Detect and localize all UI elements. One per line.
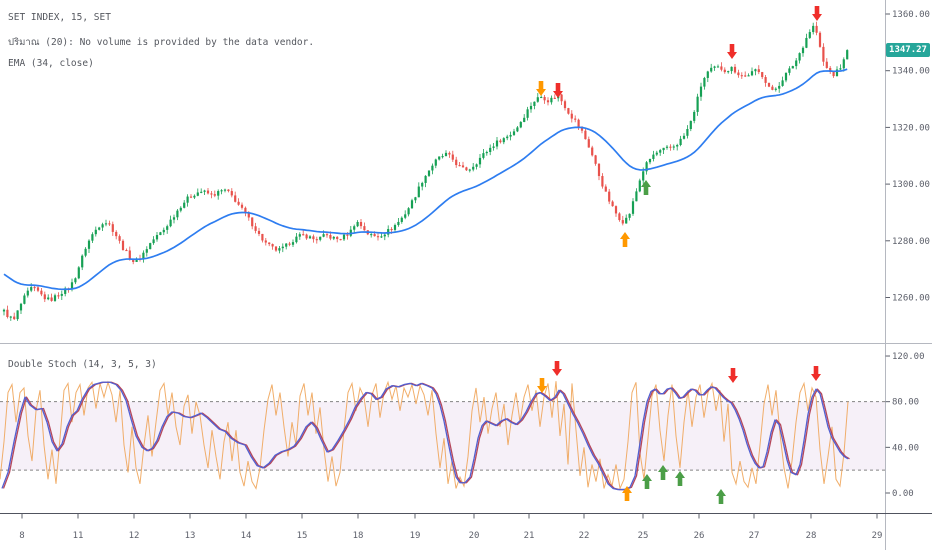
svg-text:13: 13 [185,531,196,541]
svg-text:120.00: 120.00 [892,352,925,362]
stoch-indicator-label[interactable]: Double Stoch (14, 3, 5, 3) [8,359,157,370]
svg-text:1300.00: 1300.00 [892,180,930,190]
svg-text:25: 25 [638,531,649,541]
svg-text:12: 12 [129,531,140,541]
svg-text:11: 11 [73,531,84,541]
svg-text:1280.00: 1280.00 [892,237,930,247]
symbol-title[interactable]: SET INDEX, 15, SET [8,12,111,23]
svg-text:8: 8 [19,531,24,541]
price-axis[interactable] [886,0,932,513]
time-axis[interactable] [0,514,885,550]
svg-text:1360.00: 1360.00 [892,10,930,20]
last-price-badge: 1347.27 [886,43,930,58]
svg-text:80.00: 80.00 [892,398,919,408]
svg-text:14: 14 [241,531,252,541]
svg-text:18: 18 [353,531,364,541]
svg-text:20: 20 [469,531,480,541]
svg-text:1260.00: 1260.00 [892,294,930,304]
fast-stoch-line [0,380,849,491]
svg-text:21: 21 [524,531,535,541]
ema-line [3,68,848,291]
candlesticks [2,21,849,321]
slow-stoch-lines [1,381,850,491]
svg-text:1320.00: 1320.00 [892,123,930,133]
svg-text:26: 26 [694,531,705,541]
signal-arrows [536,6,822,504]
price-axis-labels: 1360.00 1340.00 1320.00 1300.00 1280.00 1260.… [885,10,930,499]
ema-indicator-label[interactable]: EMA (34, close) [8,58,94,69]
svg-text:29: 29 [872,531,883,541]
volume-indicator-note: ปริมาณ (20): No volume is provided by th… [8,37,315,48]
svg-text:40.00: 40.00 [892,443,919,453]
svg-text:15: 15 [297,531,308,541]
svg-text:28: 28 [806,531,817,541]
svg-text:0.00: 0.00 [892,489,914,499]
time-axis-labels: 8 11 12 13 14 15 18 19 20 21 22 25 26 27 28 29 [19,513,883,541]
svg-text:19: 19 [410,531,421,541]
svg-text:22: 22 [579,531,590,541]
svg-text:1340.00: 1340.00 [892,67,930,77]
svg-text:27: 27 [749,531,760,541]
